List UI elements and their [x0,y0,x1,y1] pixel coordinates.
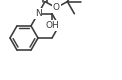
Text: O: O [53,3,60,12]
Text: OH: OH [45,21,59,30]
Text: N: N [35,9,41,18]
